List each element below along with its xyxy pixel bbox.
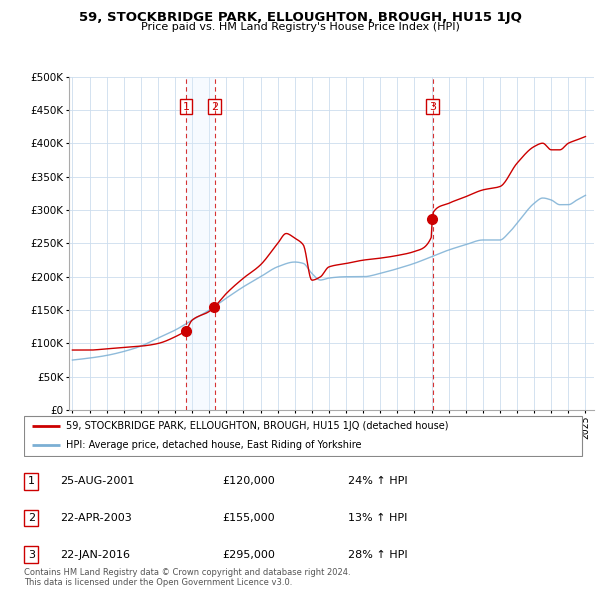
Text: This data is licensed under the Open Government Licence v3.0.: This data is licensed under the Open Gov… bbox=[24, 578, 292, 587]
FancyBboxPatch shape bbox=[24, 415, 582, 457]
Text: 1: 1 bbox=[182, 101, 190, 112]
Text: £120,000: £120,000 bbox=[222, 477, 275, 486]
Text: 28% ↑ HPI: 28% ↑ HPI bbox=[348, 550, 407, 559]
Text: 25-AUG-2001: 25-AUG-2001 bbox=[60, 477, 134, 486]
Text: £295,000: £295,000 bbox=[222, 550, 275, 559]
Text: £155,000: £155,000 bbox=[222, 513, 275, 523]
Text: 22-APR-2003: 22-APR-2003 bbox=[60, 513, 132, 523]
Text: 13% ↑ HPI: 13% ↑ HPI bbox=[348, 513, 407, 523]
Text: 3: 3 bbox=[28, 550, 35, 559]
Text: HPI: Average price, detached house, East Riding of Yorkshire: HPI: Average price, detached house, East… bbox=[66, 440, 362, 450]
Text: 2: 2 bbox=[28, 513, 35, 523]
Bar bbox=[186, 77, 215, 410]
Text: 24% ↑ HPI: 24% ↑ HPI bbox=[348, 477, 407, 486]
Text: 2: 2 bbox=[211, 101, 218, 112]
Text: 1: 1 bbox=[28, 477, 35, 486]
Text: 22-JAN-2016: 22-JAN-2016 bbox=[60, 550, 130, 559]
Text: 3: 3 bbox=[429, 101, 436, 112]
Text: 59, STOCKBRIDGE PARK, ELLOUGHTON, BROUGH, HU15 1JQ (detached house): 59, STOCKBRIDGE PARK, ELLOUGHTON, BROUGH… bbox=[66, 421, 449, 431]
Text: Price paid vs. HM Land Registry's House Price Index (HPI): Price paid vs. HM Land Registry's House … bbox=[140, 22, 460, 32]
Text: Contains HM Land Registry data © Crown copyright and database right 2024.: Contains HM Land Registry data © Crown c… bbox=[24, 568, 350, 576]
Text: 59, STOCKBRIDGE PARK, ELLOUGHTON, BROUGH, HU15 1JQ: 59, STOCKBRIDGE PARK, ELLOUGHTON, BROUGH… bbox=[79, 11, 521, 24]
